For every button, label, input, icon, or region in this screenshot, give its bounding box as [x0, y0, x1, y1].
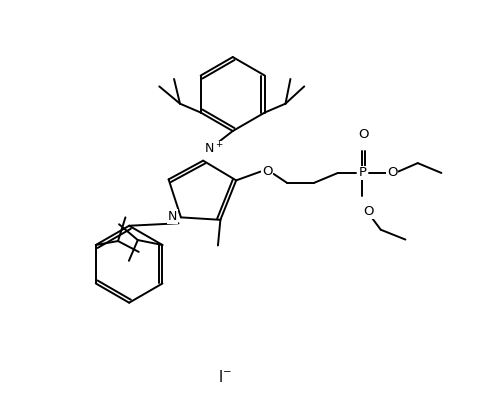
Text: O: O — [262, 165, 272, 178]
Text: N$^+$: N$^+$ — [204, 142, 224, 157]
Text: I$^{-}$: I$^{-}$ — [218, 369, 232, 385]
Text: O: O — [364, 205, 374, 218]
Text: O: O — [358, 128, 368, 142]
Text: P: P — [358, 166, 366, 179]
Text: N: N — [168, 210, 177, 223]
Text: O: O — [387, 166, 398, 179]
